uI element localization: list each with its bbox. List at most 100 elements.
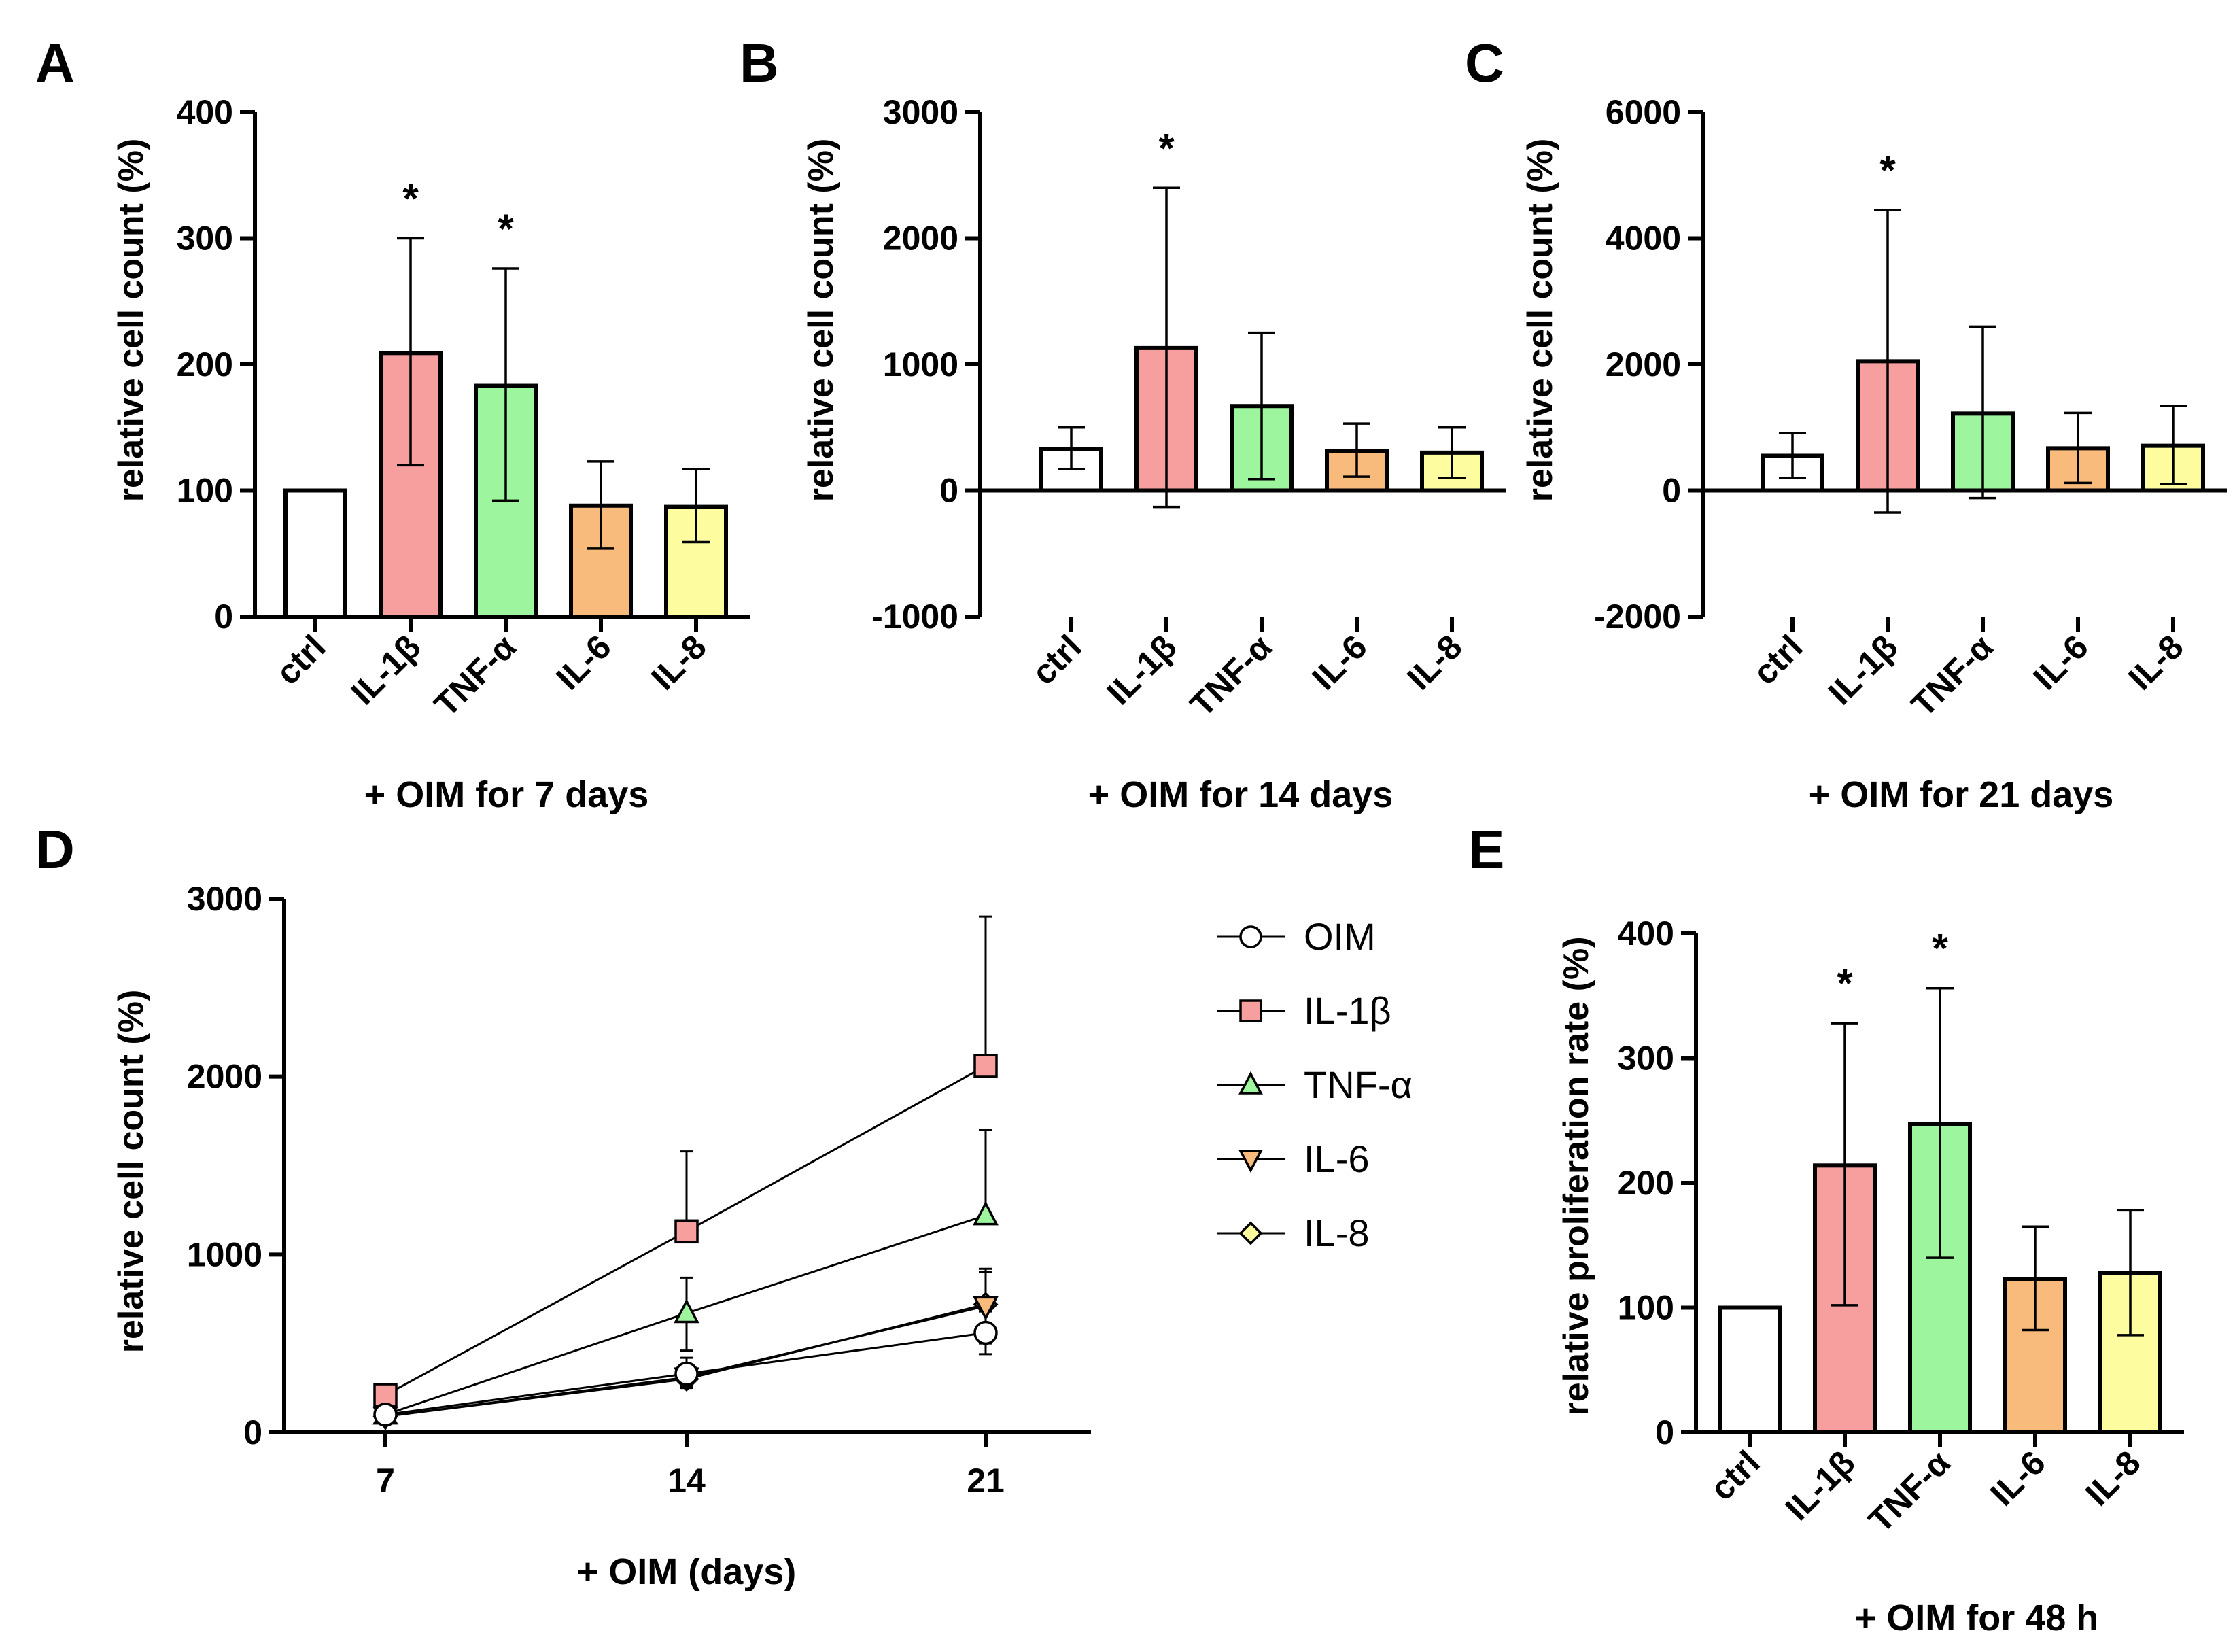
panel-b: -1000 0 1000 2000 3000 ctrl IL-1β * TNF-α IL-6 IL-… [801,93,1506,815]
category-label: IL-1β [344,627,428,712]
category-label: IL-8 [644,627,713,697]
category-label: TNF-α [1904,627,2000,724]
y-tick-label: 3000 [883,93,958,131]
y-tick-label: 0 [1655,1413,1674,1451]
significance-star: * [402,176,419,222]
panel-d-marks: 0 1000 2000 3000 7 14 21 [187,880,1091,1500]
significance-star: * [1879,148,1896,193]
panel-letter-d: D [35,819,75,880]
legend-label: IL-6 [1304,1137,1370,1180]
x-tick-label: 7 [376,1462,395,1500]
x-tick-label: 14 [668,1462,706,1500]
panel-a-xlabel: + OIM for 7 days [364,774,649,815]
panel-d: 0 1000 2000 3000 7 14 21 relative cell count (… [111,880,1413,1592]
significance-star: * [1158,125,1175,171]
category-label: TNF-α [1861,1443,1958,1540]
panel-c: -2000 0 2000 4000 6000 ctrl IL-1β * TNF-α IL-6 IL-… [1521,93,2227,815]
panel-c-ylabel: relative cell count (%) [1521,139,1560,502]
y-tick-label: 400 [177,93,233,131]
category-label: IL-8 [2078,1443,2147,1513]
series-point [674,1298,699,1324]
category-label: ctrl [1703,1443,1767,1508]
panel-e: 0 100 200 300 400 ctrl IL-1β * TNF-α * IL-6 IL-8 re… [1557,914,2184,1638]
significance-star: * [1837,961,1853,1006]
series-point [973,1201,999,1226]
panel-d-legend: OIM IL-1β TNF-α IL-6 IL-8 [1217,915,1413,1254]
category-label: IL-6 [1983,1443,2052,1513]
category-label: TNF-α [1183,627,1279,724]
y-tick-label: 300 [177,220,233,258]
significance-star: * [498,206,514,252]
y-tick-label: 6000 [1606,93,1681,131]
legend-label: OIM [1304,915,1376,958]
panel-c-marks: -2000 0 2000 4000 6000 ctrl IL-1β * TNF-α IL-6 IL-… [1594,93,2227,724]
legend-label: TNF-α [1304,1063,1413,1106]
y-tick-label: 2000 [1606,345,1681,383]
legend-marker [1239,925,1262,948]
y-tick-label: 4000 [1606,220,1681,258]
category-label: IL-1β [1821,627,1905,712]
series-point [973,1296,999,1321]
y-tick-label: 0 [243,1413,262,1451]
category-label: IL-6 [549,627,618,697]
y-tick-label: 0 [214,598,233,636]
category-label: IL-8 [1400,627,1469,697]
legend-marker [1238,1150,1263,1173]
series-point [373,1403,398,1427]
panel-e-xlabel: + OIM for 48 h [1855,1598,2099,1638]
bar [283,488,347,619]
category-label: TNF-α [427,627,523,724]
panel-b-xlabel: + OIM for 14 days [1088,774,1393,815]
legend-marker [1239,999,1262,1022]
series-point [973,1320,998,1345]
bar [1718,1305,1782,1434]
y-tick-label: 0 [1662,472,1681,510]
panel-d-xlabel: + OIM (days) [577,1551,797,1592]
x-tick-label: 21 [967,1462,1005,1500]
legend-label: IL-1β [1304,989,1391,1032]
series-point [674,1219,699,1244]
category-label: ctrl [1746,627,1810,692]
y-tick-label: 100 [1618,1289,1674,1327]
series-point [973,1054,998,1078]
panel-letter-a: A [35,33,75,93]
panel-e-marks: 0 100 200 300 400 ctrl IL-1β * TNF-α * IL-6 IL-8 [1618,914,2184,1540]
panel-a-marks: 0 100 200 300 400 ctrl IL-1β * TNF-α * IL-6 IL-8 [177,93,750,724]
y-tick-label: 2000 [187,1058,262,1096]
y-tick-label: 400 [1618,914,1674,952]
y-tick-label: 1000 [883,345,958,383]
panel-letter-c: C [1465,33,1504,93]
panel-letter-e: E [1468,819,1504,880]
category-label: IL-6 [2026,627,2095,697]
y-tick-label: 1000 [187,1235,262,1273]
panel-d-ylabel: relative cell count (%) [111,990,151,1354]
category-label: IL-8 [2121,627,2190,697]
category-label: IL-1β [1778,1443,1862,1528]
category-label: IL-6 [1304,627,1374,697]
y-tick-label: 3000 [187,880,262,918]
y-tick-label: 200 [1618,1164,1674,1202]
series-point [674,1361,699,1386]
panel-c-xlabel: + OIM for 21 days [1809,774,2114,815]
y-tick-label: 300 [1618,1039,1674,1078]
category-label: IL-1β [1100,627,1184,712]
panel-b-marks: -1000 0 1000 2000 3000 ctrl IL-1β * TNF-α IL-6 IL-… [871,93,1506,724]
y-tick-label: 200 [177,345,233,383]
legend-marker [1238,1221,1263,1245]
panel-a-ylabel: relative cell count (%) [111,139,151,502]
legend-label: IL-8 [1304,1211,1370,1254]
y-tick-label: -1000 [871,598,958,636]
panel-a: 0 100 200 300 400 ctrl IL-1β * TNF-α * IL-6 IL-8 re… [111,93,750,815]
y-tick-label: 100 [177,472,233,510]
panel-b-ylabel: relative cell count (%) [801,139,841,502]
y-tick-label: -2000 [1594,598,1681,636]
category-label: ctrl [1024,627,1089,692]
y-tick-label: 0 [939,472,958,510]
legend-marker [1238,1071,1263,1095]
category-label: ctrl [268,627,333,692]
panel-e-ylabel: relative proliferation rate (%) [1557,936,1596,1415]
y-tick-label: 2000 [883,220,958,258]
significance-star: * [1932,926,1948,971]
panel-letter-b: B [740,33,779,93]
